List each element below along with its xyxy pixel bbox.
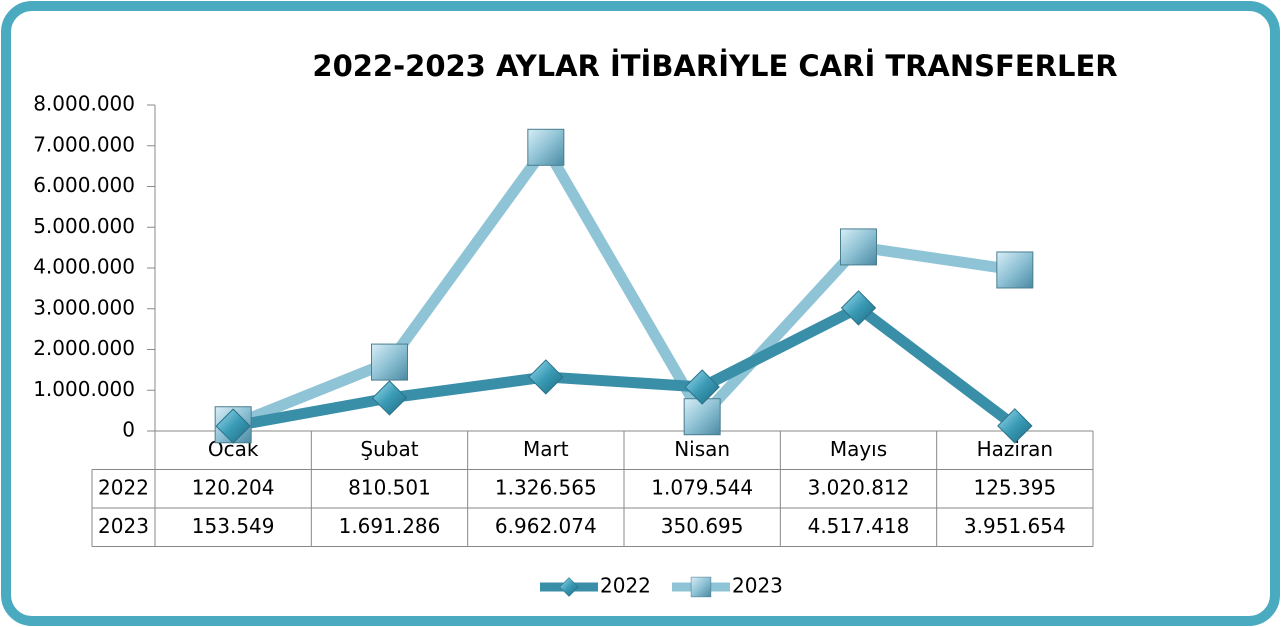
series-line bbox=[231, 141, 1016, 430]
marker bbox=[684, 369, 720, 405]
table-cell: 153.549 bbox=[192, 514, 275, 538]
table-cell: 810.501 bbox=[348, 475, 431, 499]
y-tick-label: 3.000.000 bbox=[33, 295, 135, 319]
x-tick-label: Mayıs bbox=[830, 437, 887, 461]
y-tick-label: 5.000.000 bbox=[33, 214, 135, 238]
chart-title: 2022-2023 AYLAR İTİBARİYLE CARİ TRANSFER… bbox=[312, 49, 1117, 83]
marker bbox=[215, 408, 251, 444]
table-row-label: 2023 bbox=[98, 514, 149, 538]
marker bbox=[840, 228, 877, 266]
series-line bbox=[232, 302, 1019, 432]
y-tick-label: 0 bbox=[122, 418, 135, 442]
y-tick-label: 4.000.000 bbox=[33, 255, 135, 279]
x-tick-label: Nisan bbox=[674, 437, 730, 461]
marker bbox=[527, 128, 565, 166]
table-cell: 3.951.654 bbox=[964, 514, 1066, 538]
y-tick-label: 2.000.000 bbox=[33, 336, 135, 360]
marker bbox=[997, 408, 1033, 444]
table-cell: 3.020.812 bbox=[808, 475, 910, 499]
marker bbox=[559, 577, 579, 597]
y-tick-label: 8.000.000 bbox=[33, 92, 135, 116]
marker bbox=[996, 251, 1034, 289]
table-cell: 6.962.074 bbox=[495, 514, 597, 538]
table-cell: 120.204 bbox=[192, 475, 275, 499]
y-tick-label: 6.000.000 bbox=[33, 173, 135, 197]
table-cell: 1.691.286 bbox=[339, 514, 441, 538]
marker bbox=[528, 359, 564, 395]
legend-label: 2022 bbox=[600, 574, 651, 598]
table-cell: 125.395 bbox=[973, 475, 1056, 499]
x-tick-label: Şubat bbox=[360, 437, 418, 461]
marker bbox=[690, 576, 712, 598]
legend-label: 2023 bbox=[732, 574, 783, 598]
marker bbox=[683, 398, 721, 436]
y-tick-label: 1.000.000 bbox=[33, 377, 135, 401]
marker bbox=[371, 343, 408, 381]
marker bbox=[840, 290, 877, 326]
table-cell: 4.517.418 bbox=[808, 514, 910, 538]
table-row-label: 2022 bbox=[98, 475, 149, 499]
marker bbox=[371, 380, 408, 416]
table-cell: 1.326.565 bbox=[495, 475, 597, 499]
x-tick-label: Mart bbox=[523, 437, 569, 461]
table-cell: 350.695 bbox=[661, 514, 744, 538]
y-tick-label: 7.000.000 bbox=[33, 132, 135, 156]
table-cell: 1.079.544 bbox=[651, 475, 753, 499]
